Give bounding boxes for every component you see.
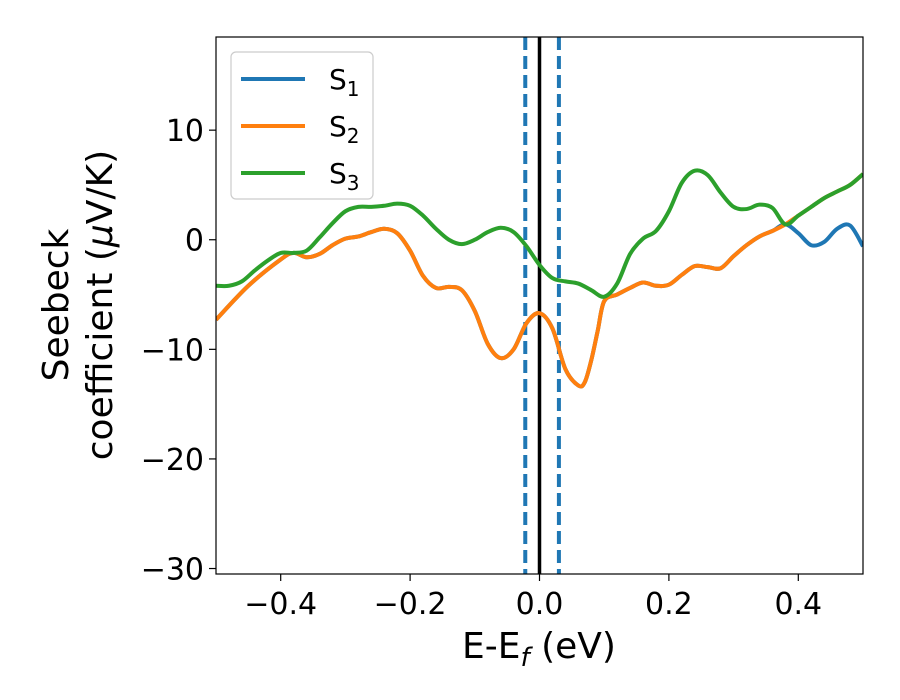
y-tick-label: −10 <box>141 333 204 368</box>
series-line-s2 <box>216 172 863 389</box>
y-tick-label: 10 <box>166 114 204 149</box>
legend-label-s2: S2 <box>329 110 360 148</box>
y-tick-label: 0 <box>185 224 204 259</box>
x-tick-label: 0.0 <box>516 587 564 622</box>
y-axis-label-line2: coefficient (μV/K) <box>80 150 121 460</box>
legend: S1 S2 S3 <box>230 51 374 200</box>
x-axis-ticks: −0.4 −0.2 0.0 0.2 0.4 <box>244 574 822 622</box>
y-axis-label: Seebeck coefficient (μV/K) <box>36 150 121 460</box>
x-tick-label: 0.4 <box>774 587 822 622</box>
y-tick-label: −30 <box>141 553 204 588</box>
y-axis-label-line1: Seebeck <box>36 228 77 381</box>
legend-label-s1: S1 <box>329 63 360 101</box>
y-tick-label: −20 <box>141 443 204 478</box>
series-line-s3 <box>216 168 863 299</box>
reference-lines <box>523 37 561 574</box>
x-tick-label: 0.2 <box>645 587 693 622</box>
y-axis-ticks: −30 −20 −10 0 10 <box>141 114 216 588</box>
x-axis-label: E-Ef (eV) <box>462 626 616 673</box>
x-tick-label: −0.2 <box>374 587 447 622</box>
legend-label-s3: S3 <box>329 157 360 195</box>
series-layer <box>216 168 863 389</box>
x-tick-label: −0.4 <box>244 587 317 622</box>
